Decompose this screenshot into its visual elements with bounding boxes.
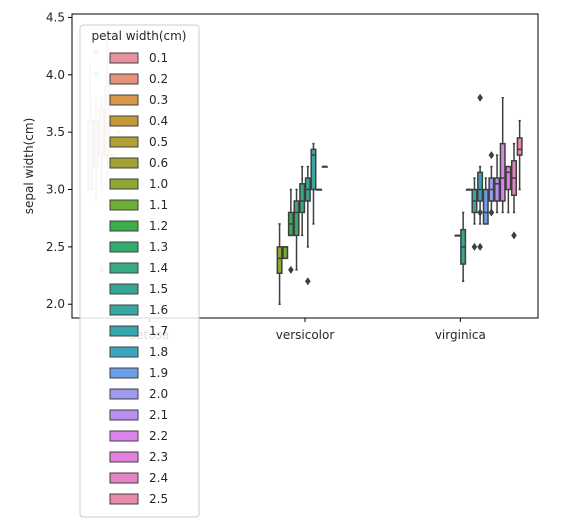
- legend-title: petal width(cm): [92, 29, 187, 43]
- legend-swatch: [109, 430, 139, 442]
- legend-swatch: [109, 493, 139, 505]
- y-axis-label: sepal width(cm): [22, 118, 36, 214]
- legend-label: 0.3: [149, 93, 168, 107]
- legend-label: 2.1: [149, 408, 168, 422]
- legend-frame: [79, 24, 200, 518]
- box: [482, 188, 489, 225]
- legend-swatch: [109, 346, 139, 358]
- legend-swatch: [109, 73, 139, 85]
- outlier-point: [471, 242, 478, 251]
- legend-label: 0.5: [149, 135, 168, 149]
- box-group: [454, 234, 461, 237]
- legend-label: 1.8: [149, 345, 168, 359]
- box-group: [477, 93, 484, 251]
- legend-swatch: [109, 241, 139, 253]
- legend-label: 2.3: [149, 450, 168, 464]
- legend-swatch: [109, 115, 139, 127]
- box: [505, 165, 512, 191]
- box-group: [460, 211, 467, 283]
- legend-swatch: [109, 472, 139, 484]
- legend-swatch: [109, 451, 139, 463]
- x-tick-label: versicolor: [276, 328, 335, 342]
- box: [282, 246, 289, 260]
- box-group: [293, 188, 300, 271]
- box-group: [299, 165, 306, 237]
- legend-swatch: [109, 199, 139, 211]
- box-group: [482, 177, 489, 225]
- legend-swatch: [109, 178, 139, 190]
- box-group: [510, 142, 518, 240]
- box-group: [488, 151, 495, 217]
- legend-label: 0.6: [149, 156, 168, 170]
- legend-label: 0.2: [149, 72, 168, 86]
- legend: petal width(cm) 0.1 0.2 0.3 0.4 0.5 0.6 1.0 1.1 1…: [79, 24, 200, 518]
- outlier-point: [488, 208, 495, 217]
- legend-swatch: [109, 283, 139, 295]
- box-group: [282, 246, 289, 260]
- legend-label: 2.2: [149, 429, 168, 443]
- legend-swatch: [109, 136, 139, 148]
- box: [293, 200, 300, 237]
- y-tick-label: 3.0: [46, 183, 65, 197]
- legend-label: 1.4: [149, 261, 168, 275]
- box-group: [321, 165, 328, 168]
- box: [494, 177, 501, 202]
- legend-label: 0.4: [149, 114, 168, 128]
- outlier-point: [488, 151, 495, 160]
- box-group: [516, 119, 523, 191]
- legend-label: 1.2: [149, 219, 168, 233]
- box-group: [310, 142, 317, 225]
- legend-swatch: [109, 52, 139, 64]
- legend-swatch: [109, 325, 139, 337]
- box: [499, 142, 506, 202]
- legend-swatch: [109, 157, 139, 169]
- x-tick-label: virginica: [435, 328, 486, 342]
- box-group: [465, 188, 472, 191]
- y-tick-label: 2.0: [46, 297, 65, 311]
- box: [276, 246, 283, 275]
- y-tick-label: 4.5: [46, 10, 65, 24]
- legend-swatch: [109, 304, 139, 316]
- legend-label: 2.0: [149, 387, 168, 401]
- box-group: [494, 154, 501, 214]
- legend-swatch: [109, 409, 139, 421]
- legend-label: 1.1: [149, 198, 168, 212]
- legend-swatch: [109, 388, 139, 400]
- outlier-point: [477, 93, 483, 102]
- legend-label: 0.1: [149, 51, 168, 65]
- box-group: [499, 96, 506, 214]
- y-tick-label: 2.5: [46, 240, 65, 254]
- box: [477, 171, 484, 202]
- legend-label: 1.6: [149, 303, 168, 317]
- box-group: [471, 177, 478, 251]
- legend-label: 1.3: [149, 240, 168, 254]
- legend-swatch: [109, 94, 139, 106]
- box: [310, 148, 317, 191]
- box-group: [304, 165, 311, 286]
- box: [299, 183, 306, 214]
- y-tick-label: 3.5: [46, 125, 65, 139]
- outlier-point: [511, 231, 517, 240]
- legend-label: 1.0: [149, 177, 168, 191]
- legend-swatch: [109, 262, 139, 274]
- y-tick-label: 4.0: [46, 68, 65, 82]
- box: [516, 137, 523, 156]
- legend-swatch: [109, 220, 139, 232]
- legend-swatch: [109, 367, 139, 379]
- box-group: [316, 188, 323, 191]
- outlier-point: [477, 242, 483, 251]
- box-group: [287, 188, 294, 274]
- legend-label: 2.4: [149, 471, 168, 485]
- legend-label: 1.9: [149, 366, 168, 380]
- legend-label: 1.5: [149, 282, 168, 296]
- outlier-point: [477, 208, 483, 217]
- legend-label: 2.5: [149, 492, 168, 506]
- box-group: [276, 223, 283, 305]
- legend-label: 1.7: [149, 324, 168, 338]
- outlier-point: [288, 265, 294, 274]
- box-group: [505, 165, 512, 214]
- outlier-point: [305, 277, 311, 286]
